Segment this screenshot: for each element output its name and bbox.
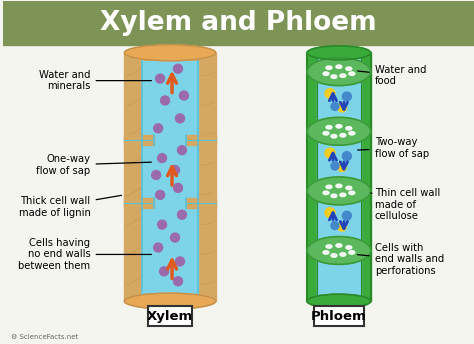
Bar <box>186 135 216 145</box>
Bar <box>3 1 474 45</box>
Text: Cells with
end walls and
perforations: Cells with end walls and perforations <box>357 243 444 276</box>
Ellipse shape <box>323 131 329 135</box>
Text: One-way
flow of sap: One-way flow of sap <box>36 154 151 176</box>
Ellipse shape <box>307 58 371 86</box>
Text: Thick cell wall
made of lignin: Thick cell wall made of lignin <box>18 195 122 217</box>
Bar <box>124 198 154 208</box>
Circle shape <box>325 208 335 218</box>
FancyBboxPatch shape <box>314 306 364 326</box>
Circle shape <box>171 165 180 174</box>
Circle shape <box>173 277 182 286</box>
Circle shape <box>175 114 184 123</box>
Text: Water and
minerals: Water and minerals <box>39 70 151 92</box>
Circle shape <box>342 92 351 101</box>
Ellipse shape <box>349 191 355 195</box>
Bar <box>317 59 361 295</box>
Circle shape <box>173 64 182 73</box>
Circle shape <box>342 211 351 220</box>
Ellipse shape <box>346 186 352 190</box>
Circle shape <box>158 220 166 229</box>
Ellipse shape <box>346 67 352 71</box>
Circle shape <box>342 152 351 161</box>
Circle shape <box>155 190 164 199</box>
Circle shape <box>155 74 164 83</box>
Circle shape <box>337 103 346 112</box>
Text: Two-way
flow of sap: Two-way flow of sap <box>357 137 429 159</box>
Circle shape <box>180 91 189 100</box>
Bar <box>307 53 371 301</box>
Circle shape <box>337 222 346 231</box>
Bar <box>124 135 154 145</box>
Circle shape <box>331 222 339 229</box>
Ellipse shape <box>307 177 371 205</box>
Text: Thin cell wall
made of
cellulose: Thin cell wall made of cellulose <box>371 188 440 222</box>
Text: Water and
food: Water and food <box>357 65 426 86</box>
Ellipse shape <box>336 125 342 128</box>
Circle shape <box>158 154 166 163</box>
Text: Xylem and Phloem: Xylem and Phloem <box>100 10 377 36</box>
Circle shape <box>173 183 182 192</box>
Ellipse shape <box>349 72 355 75</box>
Circle shape <box>325 148 335 158</box>
Bar <box>142 61 198 293</box>
Ellipse shape <box>307 46 371 60</box>
Ellipse shape <box>124 45 216 61</box>
Ellipse shape <box>340 193 346 196</box>
Ellipse shape <box>326 185 332 189</box>
Circle shape <box>331 103 339 110</box>
Ellipse shape <box>349 131 355 135</box>
Ellipse shape <box>326 245 332 248</box>
Ellipse shape <box>326 66 332 69</box>
Ellipse shape <box>323 191 329 195</box>
Ellipse shape <box>340 253 346 256</box>
Ellipse shape <box>307 294 371 308</box>
Bar <box>186 198 216 208</box>
Text: ⚙ ScienceFacts.net: ⚙ ScienceFacts.net <box>11 334 78 340</box>
Circle shape <box>177 210 186 219</box>
Ellipse shape <box>307 237 371 265</box>
Circle shape <box>325 88 335 98</box>
Ellipse shape <box>331 135 337 138</box>
Circle shape <box>331 162 339 170</box>
Circle shape <box>171 233 180 242</box>
Ellipse shape <box>326 126 332 129</box>
Circle shape <box>152 171 161 180</box>
Ellipse shape <box>323 251 329 254</box>
Ellipse shape <box>331 75 337 78</box>
Ellipse shape <box>349 251 355 254</box>
Ellipse shape <box>323 72 329 75</box>
Text: Cells having
no end walls
between them: Cells having no end walls between them <box>18 238 151 271</box>
Circle shape <box>161 96 170 105</box>
Circle shape <box>154 124 163 133</box>
FancyBboxPatch shape <box>148 306 192 326</box>
Text: Phloem: Phloem <box>311 310 367 323</box>
Circle shape <box>154 243 163 252</box>
Ellipse shape <box>340 133 346 137</box>
Circle shape <box>160 267 169 276</box>
Ellipse shape <box>331 194 337 197</box>
Ellipse shape <box>336 184 342 187</box>
Ellipse shape <box>307 117 371 145</box>
Ellipse shape <box>336 65 342 68</box>
Ellipse shape <box>346 127 352 130</box>
Bar <box>124 53 216 301</box>
Ellipse shape <box>124 293 216 309</box>
Ellipse shape <box>336 244 342 247</box>
Circle shape <box>175 257 184 266</box>
Ellipse shape <box>331 254 337 257</box>
Ellipse shape <box>346 246 352 249</box>
Text: Xylem: Xylem <box>147 310 193 323</box>
Circle shape <box>337 163 346 172</box>
Ellipse shape <box>340 74 346 77</box>
Circle shape <box>177 146 186 154</box>
